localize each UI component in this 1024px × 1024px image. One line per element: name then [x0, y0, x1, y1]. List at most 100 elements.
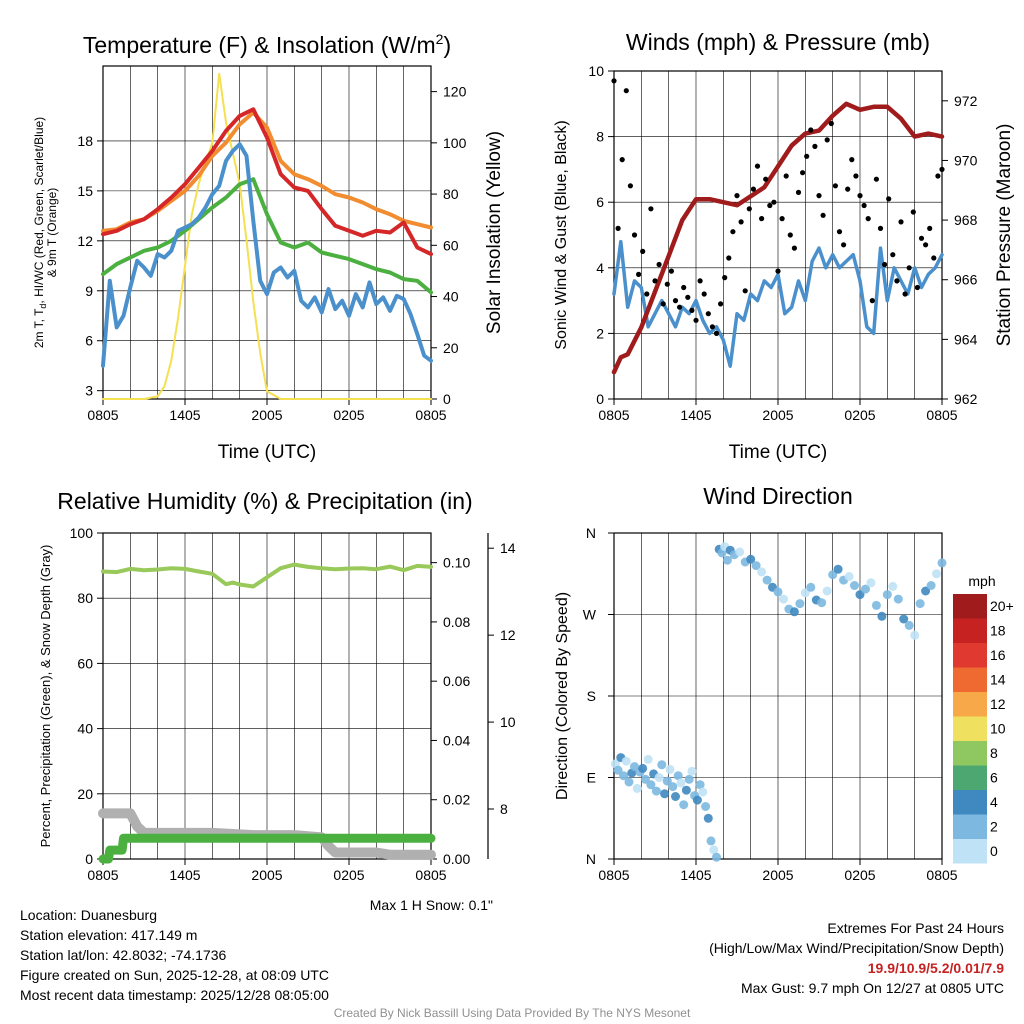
gust-point [877, 225, 884, 231]
colorbar-swatch [953, 667, 987, 692]
rh-chart-y-tick-label: 60 [77, 655, 93, 671]
rh-chart-x-tick-label: 0805 [415, 867, 446, 883]
location-text: Location: Duanesburg [20, 907, 157, 923]
wind-direction-point [877, 611, 887, 621]
gust-point [918, 235, 925, 241]
gust-point [672, 298, 679, 304]
temp-series-dewpoint [101, 177, 433, 295]
wind-direction-point [882, 590, 892, 600]
wind-direction-point [640, 774, 650, 784]
gust-point [935, 173, 941, 179]
gust-point [783, 173, 789, 179]
rh-series-precipitation [98, 833, 436, 864]
temp-chart-y2-tick-label: 60 [443, 237, 459, 253]
wind-direction-point [681, 785, 691, 795]
gust-point [726, 255, 732, 261]
gust-point [841, 242, 847, 248]
gust-point [677, 304, 683, 310]
wind-direction-point [757, 567, 767, 577]
gust-point [750, 186, 757, 192]
rh-chart-precip-tick-label: 0.08 [443, 614, 470, 630]
wind-direction-point [828, 570, 838, 580]
wind-chart-y-label: Sonic Wind & Gust (Blue, Black) [553, 120, 570, 349]
wind-direction-point [660, 789, 670, 799]
wind-direction-point [632, 783, 642, 793]
temp-chart-x-tick-label: 0205 [333, 407, 364, 423]
wind-direction-point [613, 765, 623, 775]
colorbar-swatch [953, 643, 987, 668]
wind-direction-point [735, 547, 745, 557]
rh-chart-snow-tick-label: 12 [500, 627, 516, 643]
wind-chart-y2-tick-label: 962 [954, 391, 978, 407]
colorbar-swatch [953, 814, 987, 839]
dir-chart-x-tick-label: 2005 [762, 867, 793, 883]
rh-chart-x-tick-label: 2005 [251, 867, 282, 883]
wind-direction-point [806, 582, 816, 592]
wind-direction-point [932, 569, 941, 579]
gust-point [763, 176, 769, 182]
wind-direction-point [692, 795, 702, 805]
rh-series-humidity [101, 562, 433, 589]
wind-direction-point [668, 782, 678, 792]
wind-direction-point [662, 776, 672, 786]
gust-point [816, 193, 822, 199]
gust-point [873, 176, 880, 182]
colorbar-swatch [953, 790, 987, 815]
gust-point [787, 232, 793, 238]
wind-direction-point [722, 555, 732, 565]
gust-point [869, 298, 875, 304]
gust-point [664, 281, 670, 287]
gust-point [914, 284, 921, 291]
wind-chart-y2-tick-label: 972 [954, 93, 978, 109]
wind-direction-point [926, 581, 936, 590]
recent-text: Most recent data timestamp: 2025/12/28 0… [20, 987, 329, 1003]
wind-direction-point [638, 763, 648, 773]
wind-direction-point [915, 599, 925, 609]
wind-direction-point [921, 586, 931, 596]
wind-direction-point [712, 852, 721, 862]
gust-point [857, 193, 863, 199]
colorbar-label: 10 [990, 721, 1006, 737]
gust-point [824, 137, 830, 143]
gust-point [611, 78, 617, 84]
rh-chart-precip-tick-label: 0.06 [443, 673, 470, 689]
gust-point [836, 229, 843, 235]
gust-point [902, 291, 908, 297]
gust-point [685, 294, 691, 300]
rh-chart-precip-tick-label: 0.02 [443, 792, 470, 808]
wind-chart-y-tick-label: 4 [596, 260, 604, 276]
dir-chart-y-label: Direction (Colored By Speed) [554, 592, 571, 800]
gust-point [828, 120, 834, 127]
colorbar-label: 20+ [990, 598, 1014, 614]
gust-point [746, 206, 752, 212]
wind-direction-point [937, 558, 947, 568]
wind-direction-point [822, 586, 832, 596]
gust-point [705, 311, 711, 317]
temp-chart-x-tick-label: 0805 [415, 407, 446, 423]
temp-chart-x-label: Time (UTC) [218, 442, 317, 463]
temp-chart-y-tick-label: 15 [77, 183, 93, 199]
gust-point [804, 153, 810, 159]
gust-point [894, 278, 900, 284]
rh-chart-x-tick-label: 0205 [333, 867, 364, 883]
colorbar-swatch [953, 692, 987, 717]
gust-point [656, 261, 662, 268]
gust-point [890, 252, 896, 258]
wind-chart-y-tick-label: 2 [596, 325, 604, 341]
gust-point [718, 301, 724, 307]
wind-direction-point [817, 598, 827, 608]
gust-point [882, 261, 888, 268]
wind-direction-point [833, 564, 843, 574]
gust-point [730, 229, 736, 235]
wind-direction-point [850, 581, 859, 590]
wind-direction-point [657, 760, 667, 770]
temp-chart-y2-tick-label: 80 [443, 186, 459, 202]
wind-direction-point [671, 792, 680, 801]
wind-direction-point [888, 581, 898, 591]
temp-chart-title: Temperature (F) & Insolation (W/m2) [83, 31, 451, 58]
gust-point [886, 196, 892, 202]
wind-direction-point [800, 588, 810, 598]
gust-point [738, 219, 744, 225]
wind-chart-x-tick-label: 2005 [762, 407, 793, 423]
rh-chart-precip-tick-label: 0.04 [443, 732, 470, 748]
